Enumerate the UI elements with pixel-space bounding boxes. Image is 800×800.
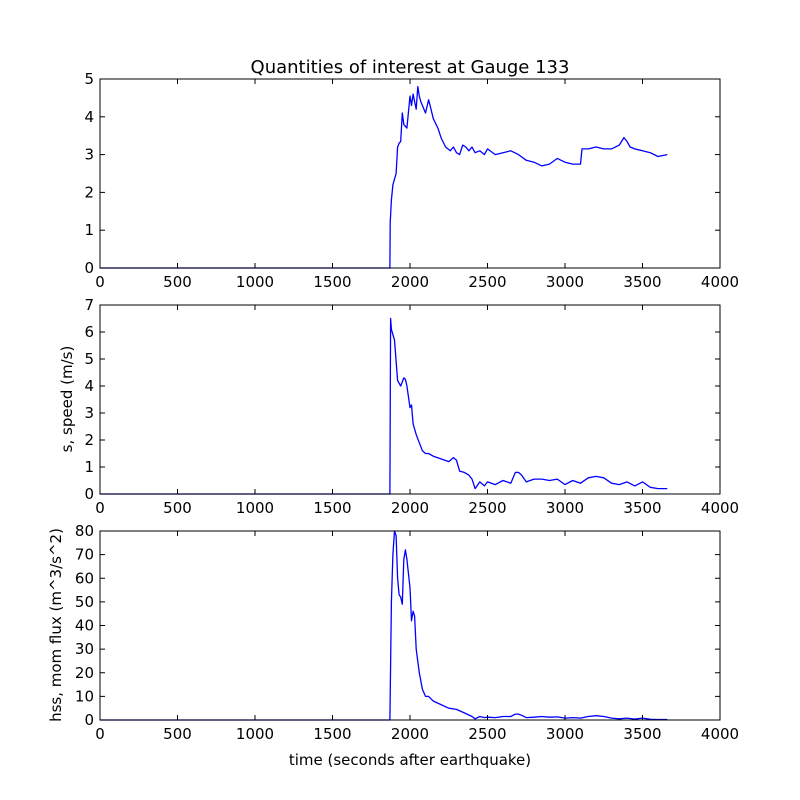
y-tick-label: 10 [75, 687, 94, 705]
y-tick-label: 0 [84, 259, 94, 277]
x-tick-label: 500 [163, 725, 192, 743]
x-tick-label: 0 [95, 499, 105, 517]
y-axis-label-momentum-flux: hss, mom flux (m^3/s^2) [47, 528, 65, 722]
plot-frame-2 [99, 530, 721, 721]
x-tick-label: 2500 [468, 273, 506, 291]
panel-speed: s, speed (m/s) 0 500 1000 1500 2000 2500 3000 3… [58, 296, 739, 517]
x-tick-label: 4000 [701, 499, 739, 517]
panel-momentum-flux: hss, mom flux (m^3/s^2) 0 500 1000 1500 2000… [47, 522, 739, 743]
x-tick-label: 3000 [546, 273, 584, 291]
y-tick-label: 0 [84, 485, 94, 503]
y-tick-label: 4 [84, 377, 94, 395]
panel-depth: 0 500 1000 1500 2000 2500 3000 3500 4000 0 1 2 3 4 5 [84, 70, 739, 291]
x-tick-label: 2500 [468, 725, 506, 743]
x-tick-label: 0 [95, 273, 105, 291]
y-tick-label: 30 [75, 640, 94, 658]
y-tick-label: 60 [75, 569, 94, 587]
y-tick-label: 7 [84, 296, 94, 314]
x-tick-label: 500 [163, 499, 192, 517]
x-tick-label: 1000 [236, 499, 274, 517]
x-tick-label: 1500 [313, 725, 351, 743]
y-tick-label: 70 [75, 546, 94, 564]
y-tick-label: 3 [84, 146, 94, 164]
y-tick-label: 40 [75, 617, 94, 635]
x-tick-label: 3500 [623, 499, 661, 517]
x-tick-label: 3500 [623, 725, 661, 743]
plot-frame-1 [99, 304, 721, 495]
y-tick-label: 50 [75, 593, 94, 611]
y-tick-label: 0 [84, 711, 94, 729]
y-tick-label: 5 [84, 70, 94, 88]
y-tick-label: 20 [75, 664, 94, 682]
series-line-1-0 [100, 317, 668, 495]
series-line-0-0 [100, 85, 668, 269]
y-tick-label: 4 [84, 108, 94, 126]
y-tick-label: 1 [84, 221, 94, 239]
x-tick-label: 3000 [546, 499, 584, 517]
x-tick-label: 500 [163, 273, 192, 291]
x-tick-label: 2500 [468, 499, 506, 517]
x-tick-label: 1000 [236, 725, 274, 743]
y-tick-label: 5 [84, 350, 94, 368]
plot-frame-0 [99, 78, 721, 269]
x-axis-label: time (seconds after earthquake) [289, 751, 531, 769]
y-tick-label: 3 [84, 404, 94, 422]
x-tick-label: 1500 [313, 499, 351, 517]
x-tick-label: 3000 [546, 725, 584, 743]
x-tick-label: 2000 [391, 725, 429, 743]
y-axis-label-speed: s, speed (m/s) [58, 346, 76, 453]
y-tick-label: 1 [84, 458, 94, 476]
x-tick-label: 1500 [313, 273, 351, 291]
y-tick-label: 80 [75, 522, 94, 540]
x-tick-label: 4000 [701, 725, 739, 743]
x-tick-label: 1000 [236, 273, 274, 291]
y-tick-label: 2 [84, 183, 94, 201]
x-tick-label: 2000 [391, 499, 429, 517]
y-tick-label: 2 [84, 431, 94, 449]
y-tick-label: 6 [84, 323, 94, 341]
series-line-2-0 [100, 530, 668, 721]
x-tick-label: 0 [95, 725, 105, 743]
x-tick-label: 3500 [623, 273, 661, 291]
chart-title: Quantities of interest at Gauge 133 [251, 57, 570, 78]
x-tick-label: 2000 [391, 273, 429, 291]
x-tick-label: 4000 [701, 273, 739, 291]
